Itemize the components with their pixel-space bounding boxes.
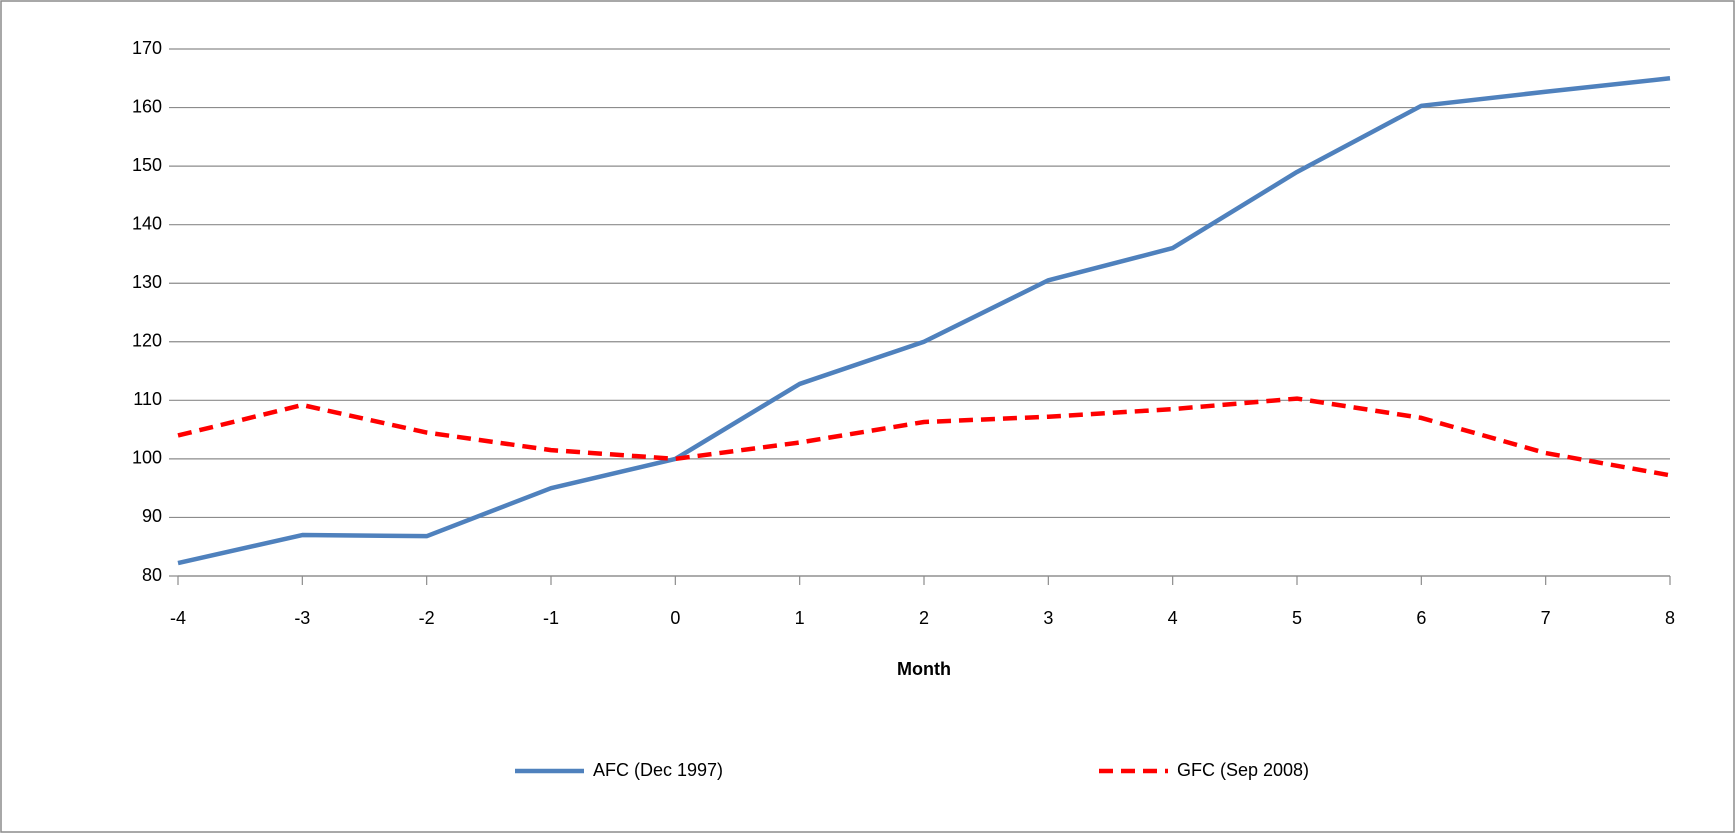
line-series bbox=[177, 396, 1671, 478]
line-series bbox=[177, 76, 1671, 566]
y-tick-label: 130 bbox=[132, 272, 162, 292]
x-tick-label: 8 bbox=[1665, 608, 1675, 628]
x-tick-label: -1 bbox=[543, 608, 559, 628]
x-tick-label: 4 bbox=[1168, 608, 1178, 628]
y-tick-label: 120 bbox=[132, 331, 162, 351]
x-tick-label: 7 bbox=[1541, 608, 1551, 628]
y-tick-label: 140 bbox=[132, 213, 162, 233]
y-tick-label: 80 bbox=[142, 565, 162, 585]
legend-label: GFC (Sep 2008) bbox=[1177, 760, 1309, 780]
y-tick-label: 150 bbox=[132, 155, 162, 175]
x-axis-label: Month bbox=[897, 659, 951, 679]
x-tick-label: -4 bbox=[170, 608, 186, 628]
x-tick-label: 5 bbox=[1292, 608, 1302, 628]
x-tick-label: 6 bbox=[1416, 608, 1426, 628]
x-tick-label: 2 bbox=[919, 608, 929, 628]
x-tick-label: 0 bbox=[670, 608, 680, 628]
y-tick-label: 100 bbox=[132, 448, 162, 468]
x-tick-label: 1 bbox=[795, 608, 805, 628]
y-tick-label: 90 bbox=[142, 506, 162, 526]
x-tick-label: -3 bbox=[294, 608, 310, 628]
y-tick-label: 160 bbox=[132, 96, 162, 116]
legend-label: AFC (Dec 1997) bbox=[593, 760, 723, 780]
x-tick-label: -2 bbox=[419, 608, 435, 628]
y-tick-label: 170 bbox=[132, 38, 162, 58]
y-tick-label: 110 bbox=[133, 389, 162, 409]
x-tick-label: 3 bbox=[1043, 608, 1053, 628]
